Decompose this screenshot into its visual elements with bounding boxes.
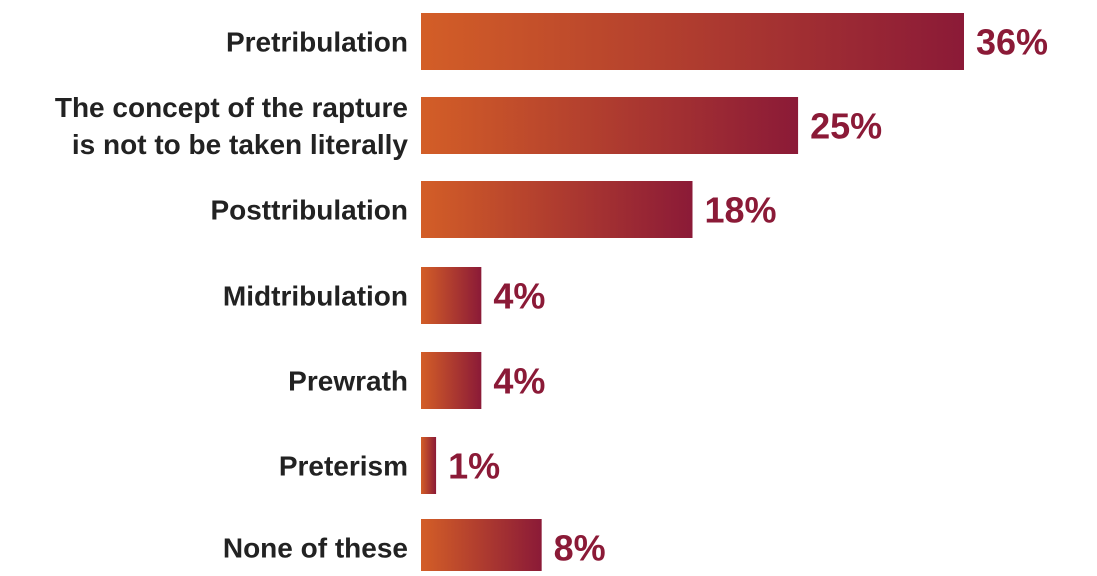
- bar-6: [421, 519, 542, 576]
- category-label-6: None of these: [223, 533, 408, 564]
- bar-2: [421, 181, 693, 238]
- value-label-2: 18%: [705, 190, 777, 231]
- category-label-1-line-0: The concept of the rapture: [55, 92, 408, 123]
- value-label-3: 4%: [493, 276, 545, 317]
- value-labels-layer: 36% 25% 18% 4% 4% 1% 8%: [448, 22, 1048, 569]
- value-label-1: 25%: [810, 106, 882, 147]
- category-labels-layer: Pretribulation The concept of the rapture…: [55, 27, 409, 564]
- category-label-5: Preterism: [279, 451, 408, 482]
- category-label-3: Midtribulation: [223, 281, 408, 312]
- value-label-0: 36%: [976, 22, 1048, 63]
- category-label-4: Prewrath: [288, 366, 408, 397]
- bars-layer: [421, 13, 964, 576]
- bar-4: [421, 352, 482, 409]
- category-label-0: Pretribulation: [226, 27, 408, 58]
- category-label-1-line-1: is not to be taken literally: [72, 129, 409, 160]
- bar-0: [421, 13, 964, 70]
- bar-5: [421, 437, 437, 494]
- bar-1: [421, 97, 799, 154]
- category-label-2: Posttribulation: [210, 195, 408, 226]
- value-label-5: 1%: [448, 446, 500, 487]
- value-label-6: 8%: [554, 528, 606, 569]
- value-label-4: 4%: [493, 361, 545, 402]
- bar-3: [421, 267, 482, 324]
